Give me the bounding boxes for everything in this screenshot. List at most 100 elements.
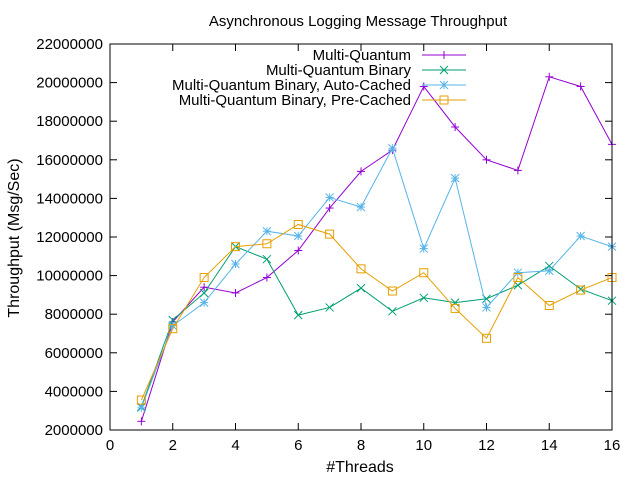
x-tick-label: 8 bbox=[357, 437, 365, 454]
data-point bbox=[356, 264, 366, 274]
data-point bbox=[513, 268, 523, 278]
x-tick-label: 10 bbox=[415, 437, 432, 454]
x-tick-label: 14 bbox=[541, 437, 558, 454]
data-point bbox=[199, 298, 209, 307]
data-point bbox=[293, 310, 303, 320]
x-tick-label: 6 bbox=[294, 437, 302, 454]
data-point bbox=[419, 293, 429, 303]
data-point bbox=[137, 417, 146, 426]
series-line bbox=[140, 146, 613, 408]
y-tick-label: 4000000 bbox=[45, 383, 103, 400]
marker-stroke bbox=[419, 244, 429, 253]
marker-stroke bbox=[199, 298, 209, 307]
plot-area bbox=[136, 72, 617, 426]
y-axis-label: Throughput (Msg/Sec) bbox=[6, 158, 23, 317]
x-tick-label: 12 bbox=[478, 437, 495, 454]
marker-square bbox=[544, 301, 554, 311]
y-tick-label: 14000000 bbox=[36, 190, 103, 207]
data-point bbox=[137, 403, 146, 413]
data-point bbox=[513, 166, 522, 175]
data-point bbox=[293, 231, 303, 241]
marker-stroke bbox=[356, 283, 366, 293]
legend-marker bbox=[439, 80, 449, 90]
legend-marker bbox=[439, 65, 449, 75]
chart-title: Asynchronous Logging Message Throughput bbox=[209, 13, 508, 30]
data-point bbox=[325, 229, 335, 239]
data-point bbox=[231, 288, 240, 297]
marker-stroke bbox=[388, 306, 397, 316]
marker-square bbox=[387, 286, 397, 296]
marker-stroke bbox=[137, 403, 146, 413]
data-point bbox=[388, 143, 397, 153]
marker-stroke bbox=[325, 303, 334, 312]
marker-stroke bbox=[450, 173, 460, 183]
y-tick-label: 18000000 bbox=[36, 113, 103, 130]
data-point bbox=[419, 82, 428, 91]
legend-label: Multi-Quantum Binary, Auto-Cached bbox=[172, 77, 411, 94]
plot-frame bbox=[109, 43, 613, 431]
marker-stroke bbox=[293, 231, 303, 241]
x-tick-label: 16 bbox=[604, 437, 621, 454]
legend-label: Multi-Quantum Binary, Pre-Cached bbox=[179, 92, 411, 109]
data-point bbox=[262, 226, 272, 236]
y-tick-label: 2000000 bbox=[45, 422, 103, 439]
marker-stroke bbox=[293, 310, 303, 320]
data-point bbox=[262, 239, 272, 249]
legend-item-0: Multi-Quantum bbox=[313, 47, 466, 64]
series-line bbox=[140, 246, 613, 408]
marker-square bbox=[513, 273, 523, 283]
marker-stroke bbox=[262, 254, 272, 264]
data-point bbox=[199, 273, 209, 283]
marker-square bbox=[439, 95, 449, 105]
marker-stroke bbox=[168, 321, 178, 331]
marker-stroke bbox=[576, 231, 585, 241]
marker-square bbox=[231, 242, 240, 252]
data-point bbox=[356, 283, 366, 293]
marker-square bbox=[168, 324, 178, 334]
data-point bbox=[293, 219, 303, 229]
marker-stroke bbox=[513, 280, 523, 290]
data-point bbox=[545, 72, 554, 81]
legend-label: Multi-Quantum bbox=[313, 47, 411, 64]
marker-square bbox=[293, 219, 303, 229]
data-point bbox=[387, 286, 397, 296]
data-point bbox=[482, 303, 491, 312]
y-tick-label: 6000000 bbox=[45, 345, 103, 362]
marker-stroke bbox=[482, 294, 491, 304]
legend-item-2: Multi-Quantum Binary, Auto-Cached bbox=[172, 77, 466, 94]
data-point bbox=[231, 259, 240, 269]
x-axis-label: #Threads bbox=[326, 459, 394, 476]
marker-square bbox=[199, 273, 209, 283]
marker-stroke bbox=[482, 303, 491, 312]
data-point bbox=[544, 266, 554, 276]
data-point bbox=[325, 193, 334, 202]
legend-marker bbox=[439, 95, 449, 105]
marker-stroke bbox=[356, 202, 366, 212]
legend-item-1: Multi-Quantum Binary bbox=[266, 62, 466, 79]
x-tick-label: 2 bbox=[169, 437, 177, 454]
marker-square bbox=[136, 395, 146, 405]
data-point bbox=[482, 333, 491, 343]
marker-stroke bbox=[513, 268, 523, 278]
x-tick-label: 0 bbox=[106, 437, 114, 454]
data-point bbox=[419, 244, 429, 253]
series-3 bbox=[136, 219, 617, 405]
marker-square bbox=[576, 285, 586, 295]
series-line bbox=[140, 223, 613, 401]
data-point bbox=[419, 268, 429, 278]
series-line bbox=[140, 76, 613, 422]
y-tick-label: 16000000 bbox=[36, 152, 103, 169]
series-1 bbox=[137, 242, 617, 412]
axis-ticks: 0 2 4 6 8 10 12 14 16 2000000 4000000 6000000 800000… bbox=[36, 36, 620, 454]
legend-item-3: Multi-Quantum Binary, Pre-Cached bbox=[179, 92, 466, 109]
data-point bbox=[325, 204, 334, 213]
marker-square bbox=[325, 229, 335, 239]
y-tick-label: 22000000 bbox=[36, 36, 103, 53]
marker-square bbox=[356, 264, 366, 274]
data-point bbox=[325, 303, 334, 312]
data-point bbox=[576, 82, 585, 91]
marker-stroke bbox=[231, 259, 240, 269]
x-tick-label: 4 bbox=[231, 437, 239, 454]
marker-stroke bbox=[325, 193, 334, 202]
